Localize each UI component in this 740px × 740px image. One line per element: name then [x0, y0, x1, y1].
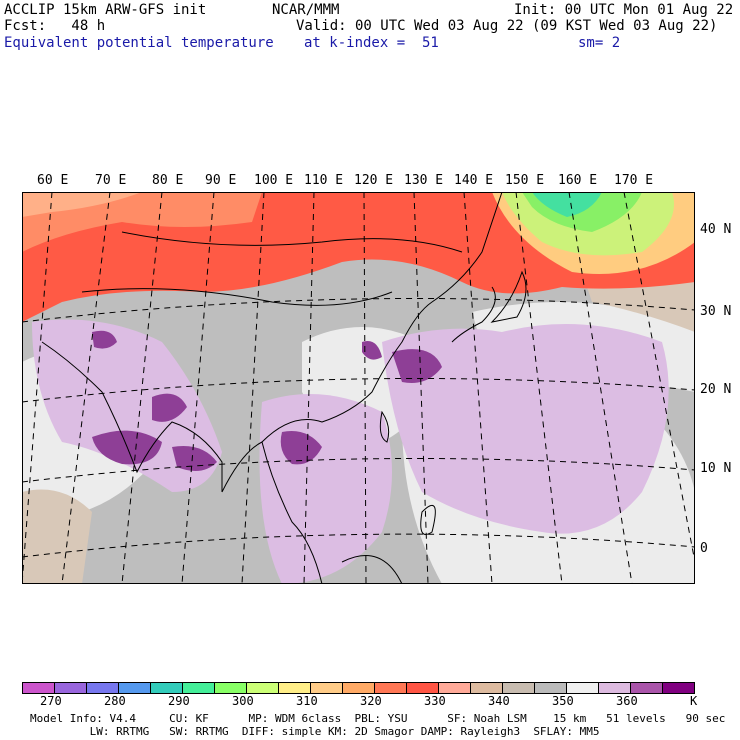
colorbar-swatch	[567, 683, 599, 693]
colorbar-swatch	[87, 683, 119, 693]
colorbar-swatch	[247, 683, 279, 693]
colorbar-swatch	[151, 683, 183, 693]
field-name: Equivalent potential temperature	[4, 35, 274, 51]
forecast-hour: Fcst: 48 h	[4, 18, 106, 34]
coastlines	[41, 192, 527, 584]
colorbar-label: 270	[40, 694, 62, 708]
colorbar-swatch	[471, 683, 503, 693]
lon-label: 130 E	[404, 173, 444, 188]
colorbar-swatch	[663, 683, 694, 693]
colorbar-swatch	[215, 683, 247, 693]
lon-label: 160 E	[558, 173, 598, 188]
colorbar-label: 330	[424, 694, 446, 708]
graticule	[22, 192, 695, 584]
smoothing: sm= 2	[578, 35, 621, 51]
valid-time: Valid: 00 UTC Wed 03 Aug 22 (09 KST Wed …	[296, 18, 718, 34]
colorbar-label: 280	[104, 694, 126, 708]
model-info-line2: LW: RRTMG SW: RRTMG DIFF: simple KM: 2D …	[30, 725, 600, 738]
lon-label: 100 E	[254, 173, 294, 188]
init-time: Init: 00 UTC Mon 01 Aug 22	[514, 2, 734, 18]
lat-label: 0	[700, 541, 708, 556]
map-panel	[22, 192, 695, 584]
colorbar-label: 320	[360, 694, 382, 708]
colorbar-label: 300	[232, 694, 254, 708]
lat-label: 20 N	[700, 382, 732, 397]
colorbar-swatch	[183, 683, 215, 693]
lon-label: 120 E	[354, 173, 394, 188]
colorbar-swatch	[439, 683, 471, 693]
colorbar-swatch	[311, 683, 343, 693]
lon-label: 80 E	[152, 173, 184, 188]
colorbar-swatch	[599, 683, 631, 693]
lon-label: 60 E	[37, 173, 69, 188]
colorbar-swatch	[119, 683, 151, 693]
colorbar	[22, 682, 695, 694]
colorbar-swatch	[23, 683, 55, 693]
colorbar-swatch	[503, 683, 535, 693]
lat-label: 10 N	[700, 461, 732, 476]
lon-label: 90 E	[205, 173, 237, 188]
producer: NCAR/MMM	[272, 2, 340, 18]
map-frame	[22, 192, 695, 584]
field-warm-band	[22, 192, 695, 322]
colorbar-unit: K	[690, 694, 698, 708]
colorbar-swatch	[631, 683, 663, 693]
lon-label: 70 E	[95, 173, 127, 188]
colorbar-label: 340	[488, 694, 510, 708]
level-index: at k-index = 51	[304, 35, 439, 51]
colorbar-swatch	[279, 683, 311, 693]
model-title: ACCLIP 15km ARW-GFS init	[4, 2, 207, 18]
colorbar-swatch	[407, 683, 439, 693]
model-info-line1: Model Info: V4.4 CU: KF MP: WDM 6class P…	[30, 712, 726, 725]
lon-label: 150 E	[505, 173, 545, 188]
colorbar-label: 350	[552, 694, 574, 708]
lat-label: 40 N	[700, 222, 732, 237]
lat-label: 30 N	[700, 304, 732, 319]
colorbar-label: 360	[616, 694, 638, 708]
lon-label: 140 E	[454, 173, 494, 188]
colorbar-swatch	[55, 683, 87, 693]
colorbar-swatch	[375, 683, 407, 693]
lon-label: 170 E	[614, 173, 654, 188]
colorbar-swatch	[535, 683, 567, 693]
colorbar-label: 310	[296, 694, 318, 708]
colorbar-label: 290	[168, 694, 190, 708]
lon-label: 110 E	[304, 173, 344, 188]
colorbar-swatch	[343, 683, 375, 693]
